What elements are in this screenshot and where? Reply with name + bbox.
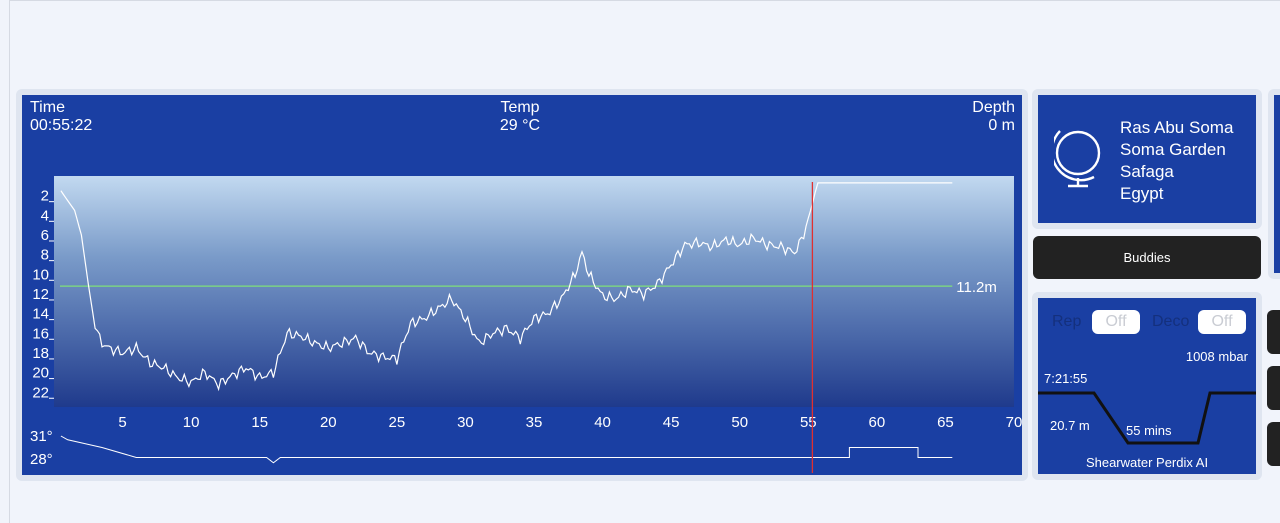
dive-shape-icon [1038, 391, 1256, 445]
depth-tick-label: 12 [32, 286, 49, 303]
location-panel[interactable]: Ras Abu Soma Soma Garden Safaga Egypt [1038, 95, 1256, 223]
location-line-site: Ras Abu Soma [1120, 118, 1234, 137]
dive-duration: 55 mins [1126, 423, 1172, 438]
adjacent-panel-edge [1274, 95, 1280, 273]
time-tick-label: 35 [526, 414, 543, 431]
location-text: Ras Abu Soma Soma Garden Safaga Egypt [1120, 117, 1233, 205]
location-line-area: Soma Garden [1120, 140, 1226, 159]
globe-icon [1054, 130, 1101, 188]
location-line-country: Egypt [1120, 184, 1164, 203]
depth-tick-label: 8 [41, 247, 49, 264]
deco-label: Deco [1152, 313, 1190, 330]
time-tick-label: 30 [457, 414, 474, 431]
entry-time: 7:21:55 [1044, 371, 1088, 386]
dive-info-card: Rep Off Deco Off 1008 mbar 7:21:55 20.7 … [1032, 292, 1262, 480]
plot-area [54, 176, 1014, 407]
reference-depth-label: 11.2m [956, 279, 997, 296]
temp-axis: 31°28° [30, 428, 53, 468]
deco-toggle[interactable]: Off [1198, 310, 1246, 334]
location-card: Ras Abu Soma Soma Garden Safaga Egypt [1032, 89, 1262, 229]
depth-tick-label: 14 [32, 306, 49, 323]
temp-tick-label: 28° [30, 451, 53, 468]
depth-tick-label: 2 [41, 188, 49, 205]
temperature-line [60, 435, 953, 464]
location-line-city: Safaga [1120, 162, 1174, 181]
depth-tick-label: 6 [41, 227, 49, 244]
adjacent-button-2[interactable] [1267, 366, 1280, 410]
depth-tick-label: 4 [41, 207, 49, 224]
max-depth: 20.7 m [1050, 418, 1090, 433]
time-label: Time [30, 99, 65, 116]
dive-profile-card: Time 00:55:22 Temp 29 °C Depth 0 m 2 4 6 8 1… [16, 89, 1028, 481]
depth-tick-label: 22 [32, 384, 49, 401]
content-frame [9, 0, 1280, 523]
depth-tick-label: 18 [32, 345, 49, 362]
temp-tick-label: 31° [30, 428, 53, 445]
time-tick-label: 5 [118, 414, 126, 431]
depth-tick-label: 10 [32, 266, 49, 283]
depth-readout: Depth 0 m [972, 99, 1015, 135]
temp-readout: Temp 29 °C [470, 99, 570, 135]
time-tick-label: 55 [800, 414, 817, 431]
time-tick-label: 10 [183, 414, 200, 431]
depth-tick-label: 20 [32, 365, 49, 382]
depth-value: 0 m [988, 117, 1015, 134]
time-tick-label: 20 [320, 414, 337, 431]
depth-tick-label: 16 [32, 325, 49, 342]
dive-computer: Shearwater Perdix AI [1085, 455, 1209, 470]
time-tick-label: 70 [1006, 414, 1022, 431]
depth-label: Depth [972, 99, 1015, 116]
time-tick-label: 15 [251, 414, 268, 431]
depth-profile-line [60, 182, 953, 392]
time-readout: Time 00:55:22 [30, 99, 92, 135]
dive-profile-panel[interactable]: Time 00:55:22 Temp 29 °C Depth 0 m 2 4 6 8 1… [22, 95, 1022, 475]
adjacent-button-3[interactable] [1267, 422, 1280, 466]
time-tick-label: 40 [594, 414, 611, 431]
temp-value: 29 °C [499, 117, 541, 134]
time-tick-label: 45 [663, 414, 680, 431]
rep-toggle[interactable]: Off [1092, 310, 1140, 334]
time-value: 00:55:22 [30, 117, 93, 134]
dive-profile-chart[interactable]: 2 4 6 8 10 12 14 16 18 20 22 5 10 15 20 25 30 35 40 45 50 55… [22, 95, 1022, 475]
time-axis: 5 10 15 20 25 30 35 40 45 50 55 60 65 70 [118, 414, 1022, 431]
time-tick-label: 25 [389, 414, 406, 431]
buddies-button[interactable]: Buddies [1033, 236, 1261, 279]
time-tick-label: 65 [937, 414, 954, 431]
depth-axis: 2 4 6 8 10 12 14 16 18 20 22 [32, 188, 54, 401]
adjacent-button-1[interactable] [1267, 310, 1280, 354]
rep-label: Rep [1052, 313, 1082, 330]
surface-pressure: 1008 mbar [1185, 349, 1248, 364]
temp-label: Temp [500, 99, 540, 116]
time-tick-label: 60 [869, 414, 886, 431]
time-tick-label: 50 [731, 414, 748, 431]
dive-info-panel: Rep Off Deco Off 1008 mbar 7:21:55 20.7 … [1038, 298, 1256, 474]
